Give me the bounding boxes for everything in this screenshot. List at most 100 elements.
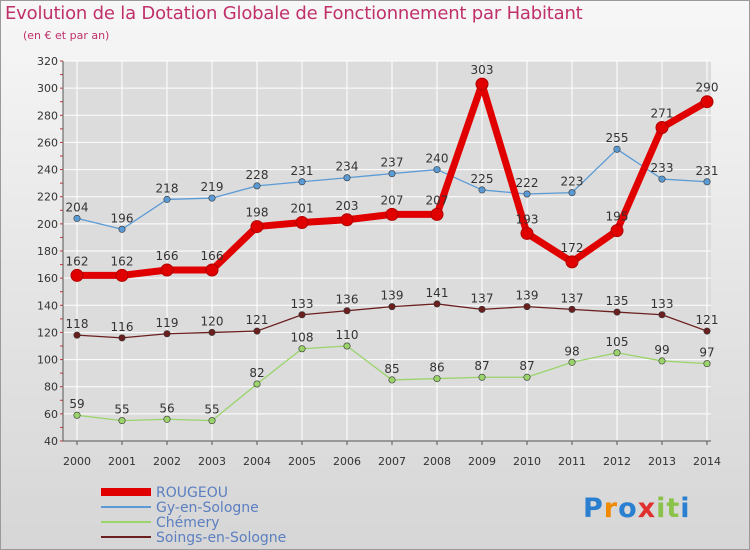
data-point — [658, 357, 666, 365]
data-point — [208, 194, 216, 202]
x-tick-label: 2006 — [333, 455, 361, 468]
data-label: 196 — [111, 211, 134, 225]
data-label: 86 — [429, 361, 444, 375]
series-soings-en-sologne: 118 116 119 120 121 133 136 139 141 137 139 137 135 1… — [66, 286, 719, 342]
data-point — [253, 327, 261, 335]
data-label: 240 — [426, 152, 449, 166]
data-label: 139 — [381, 289, 404, 303]
data-point — [523, 373, 531, 381]
data-point — [298, 345, 306, 353]
logo-letter: t — [666, 493, 681, 524]
y-tick-label: 40 — [44, 435, 58, 448]
data-label: 203 — [336, 199, 359, 213]
data-label: 118 — [66, 317, 89, 331]
data-point — [115, 268, 129, 282]
data-point — [430, 207, 444, 221]
x-tick-label: 2007 — [378, 455, 406, 468]
data-point — [433, 300, 441, 308]
data-point — [478, 373, 486, 381]
data-label: 233 — [651, 161, 674, 175]
data-point — [385, 207, 399, 221]
data-label: 56 — [159, 401, 174, 415]
data-label: 133 — [291, 297, 314, 311]
data-label: 55 — [204, 403, 219, 417]
data-label: 99 — [654, 343, 669, 357]
y-tick-label: 120 — [37, 326, 58, 339]
legend-label: ROUGEOU — [156, 485, 228, 501]
y-tick-label: 280 — [37, 109, 58, 122]
data-point — [118, 225, 126, 233]
logo-letter: i — [680, 493, 691, 524]
data-label: 237 — [381, 156, 404, 170]
chart-subtitle: (en € et par an) — [23, 29, 110, 42]
data-label: 219 — [201, 180, 224, 194]
data-point — [163, 330, 171, 338]
x-tick-label: 2008 — [423, 455, 451, 468]
data-point — [610, 224, 624, 238]
x-tick-label: 2004 — [243, 455, 271, 468]
y-tick-label: 60 — [44, 408, 58, 421]
data-point — [523, 190, 531, 198]
data-point — [658, 175, 666, 183]
data-point — [478, 186, 486, 194]
data-point — [613, 145, 621, 153]
data-label: 116 — [111, 320, 134, 334]
data-point — [295, 216, 309, 229]
legend-label: Chémery — [156, 515, 220, 531]
data-label: 255 — [606, 131, 629, 145]
data-label: 59 — [69, 397, 84, 411]
x-tick-label: 2000 — [63, 455, 91, 468]
data-point — [340, 213, 354, 227]
data-label: 135 — [606, 294, 629, 308]
x-tick-label: 2009 — [468, 455, 496, 468]
data-label: 201 — [291, 202, 314, 216]
data-point — [298, 178, 306, 186]
logo-letter: x — [637, 493, 657, 524]
x-tick-label: 2003 — [198, 455, 226, 468]
data-label: 218 — [156, 181, 179, 195]
data-point — [613, 349, 621, 357]
y-tick-label: 100 — [37, 354, 58, 367]
data-point — [433, 166, 441, 174]
data-point — [568, 358, 576, 366]
data-point — [613, 308, 621, 316]
y-tick-label: 180 — [37, 245, 58, 258]
data-label: 139 — [516, 289, 539, 303]
data-point — [73, 331, 81, 339]
data-label: 105 — [606, 335, 629, 349]
data-point — [703, 178, 711, 186]
data-point — [655, 121, 669, 134]
data-label: 290 — [696, 81, 719, 95]
data-label: 162 — [111, 254, 134, 268]
data-point — [118, 417, 126, 425]
data-label: 55 — [114, 403, 129, 417]
y-tick-label: 80 — [44, 381, 58, 394]
logo-letter: i — [656, 493, 667, 524]
data-label: 136 — [336, 293, 359, 307]
data-label: 108 — [291, 331, 314, 345]
data-point — [565, 255, 579, 269]
data-point — [208, 328, 216, 336]
data-label: 195 — [606, 210, 629, 224]
data-point — [703, 360, 711, 368]
data-point — [343, 307, 351, 315]
data-point — [73, 411, 81, 419]
data-label: 120 — [201, 314, 224, 328]
data-point — [73, 214, 81, 222]
y-tick-label: 320 — [37, 55, 58, 68]
data-label: 231 — [291, 164, 314, 178]
data-label: 303 — [471, 63, 494, 77]
data-label: 87 — [519, 359, 534, 373]
series-gy-en-sologne: 204 196 218 219 228 231 234 237 240 225 222 223 255 2… — [66, 131, 718, 233]
data-label: 141 — [426, 286, 449, 300]
x-tick-label: 2012 — [603, 455, 631, 468]
x-tick-label: 2005 — [288, 455, 316, 468]
y-tick-label: 300 — [37, 82, 58, 95]
data-point — [118, 334, 126, 342]
data-label: 121 — [696, 313, 719, 327]
data-point — [388, 170, 396, 178]
data-label: 193 — [516, 212, 539, 226]
